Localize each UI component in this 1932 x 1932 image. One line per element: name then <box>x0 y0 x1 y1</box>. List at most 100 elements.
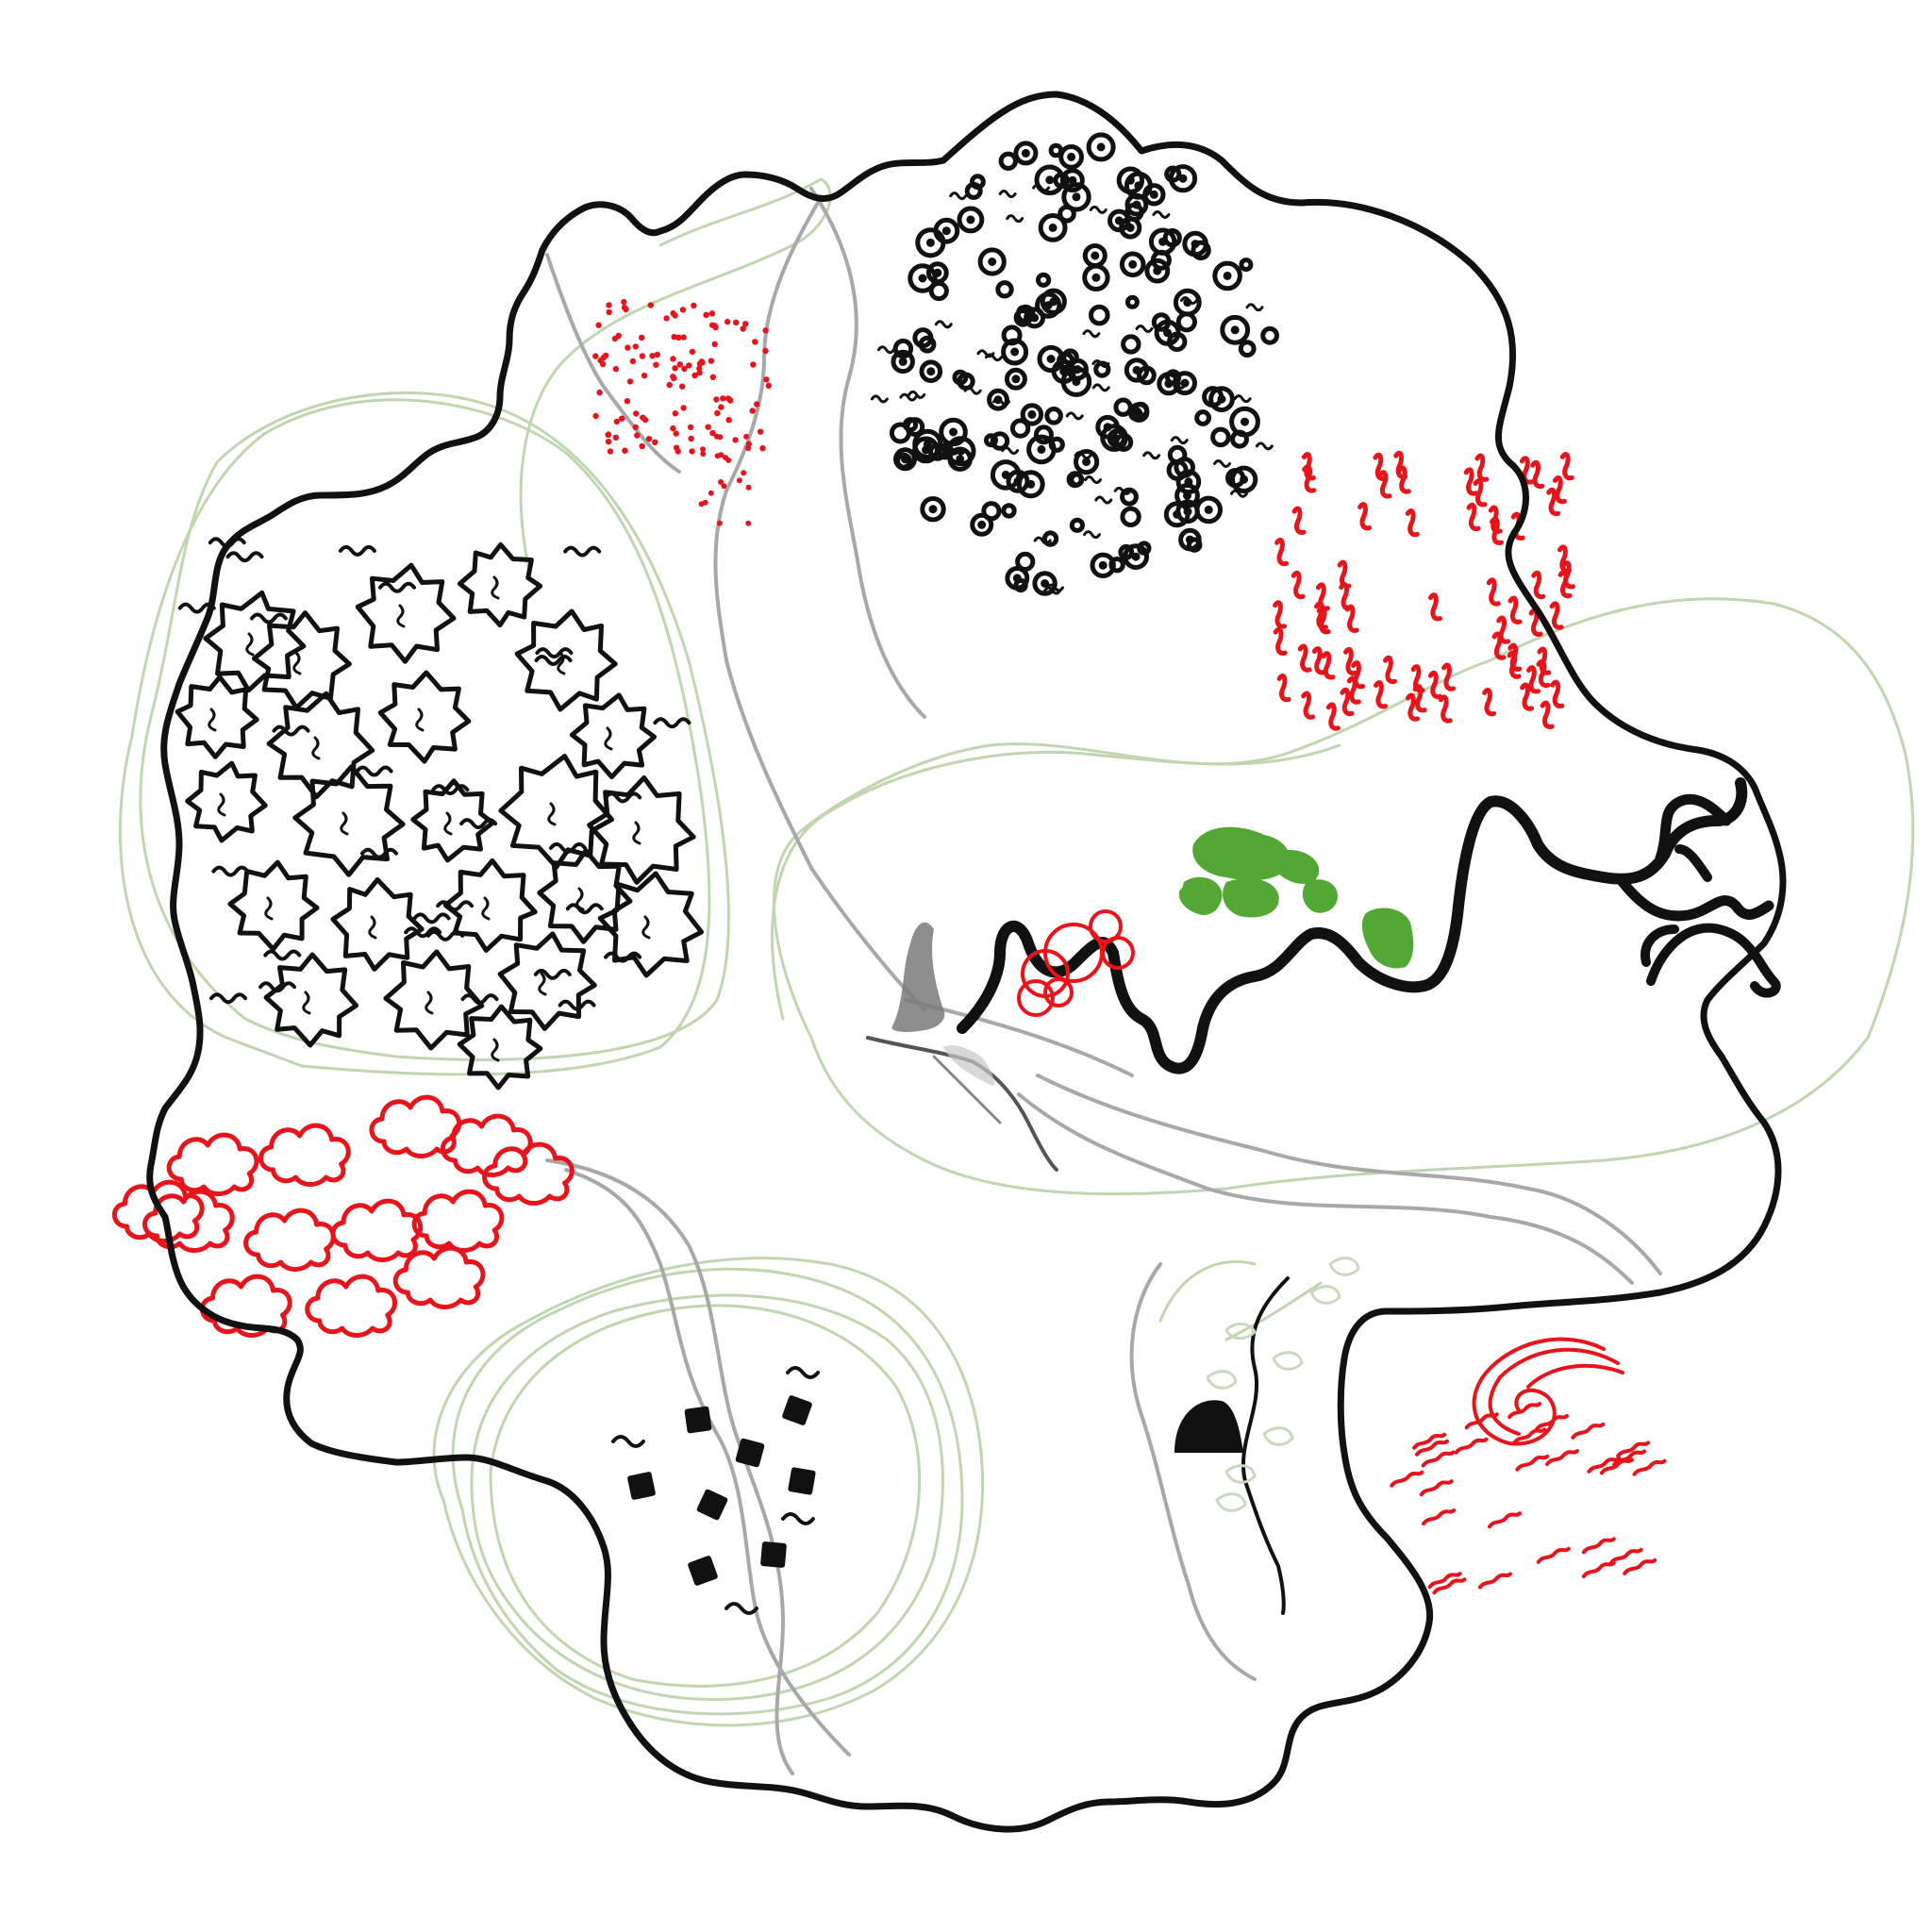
spiky-tree-icon <box>252 610 352 710</box>
ring-tree-icon <box>1074 449 1100 475</box>
dot-icon <box>592 412 599 420</box>
river-north-branch <box>1655 793 1732 864</box>
wavy-grass-icon <box>1526 665 1541 694</box>
squiggle-icon <box>632 821 641 845</box>
dot-icon <box>708 358 715 364</box>
dot-icon <box>639 334 645 341</box>
squiggle-icon <box>604 791 642 804</box>
wavy-grass-icon <box>1373 452 1388 481</box>
squiggle-icon <box>208 708 217 732</box>
spiky-tree-icon <box>292 764 406 877</box>
wavy-grass-icon <box>1273 600 1288 629</box>
dot-icon <box>663 315 670 322</box>
river-main <box>957 777 1748 1074</box>
wavy-grass-icon <box>1474 453 1490 482</box>
ring-tree-center <box>1128 259 1138 269</box>
ring-tree-icon <box>1119 251 1146 278</box>
ring-tree-center <box>1184 477 1193 487</box>
squiggle-icon <box>1001 446 1020 456</box>
wavy-grass-icon <box>1571 1422 1606 1440</box>
squiggle-icon <box>1094 495 1113 505</box>
dot-icon <box>708 490 714 496</box>
wavy-grass-icon <box>1274 537 1290 567</box>
round-tree-forest <box>870 132 1279 596</box>
wavy-grass-icon <box>1374 680 1388 709</box>
wavy-grass-icon <box>1512 1427 1547 1445</box>
dot-icon <box>765 382 772 389</box>
spiky-tree-icon <box>587 774 696 885</box>
ring-tree-icon <box>1034 164 1066 196</box>
ring-tree-center <box>1072 377 1081 387</box>
wavy-grass-icon <box>1623 1557 1657 1575</box>
squiggle-icon <box>481 896 491 921</box>
cloud-tree-icon <box>199 1274 292 1338</box>
squiggle-icon <box>1255 441 1274 451</box>
wavy-grass-icon <box>1291 570 1306 600</box>
ring-tree-icon <box>908 263 938 293</box>
ring-tree-icon <box>1157 372 1181 396</box>
wavy-grass-icon <box>1507 1402 1542 1420</box>
ring-tree-center <box>1163 328 1173 338</box>
wavy-grass-icon <box>1616 1441 1651 1458</box>
dot-icon <box>675 334 682 341</box>
ring-tree-icon <box>1015 304 1036 325</box>
spiky-tree-icon <box>514 608 618 712</box>
wavy-grass-icon <box>1531 570 1546 600</box>
spiky-tree-icon <box>175 675 259 759</box>
wavy-grass-icon <box>1545 1449 1579 1467</box>
wavy-grass-icon <box>1432 1577 1467 1595</box>
dot-icon <box>705 424 711 430</box>
ring-tree-icon <box>990 459 1022 491</box>
dot-icon <box>720 395 726 402</box>
wavy-grass-icon <box>1393 450 1408 480</box>
red-dots-field <box>592 298 772 526</box>
dot-icon <box>670 425 676 432</box>
squiggle-icon <box>724 1602 758 1615</box>
ring-tree-center <box>1241 417 1249 426</box>
ring-tree-icon <box>1053 172 1070 189</box>
dot-icon <box>724 318 731 325</box>
ring-tree-icon <box>1229 465 1258 493</box>
ring-tree-icon <box>1238 340 1257 358</box>
ring-tree-icon <box>1036 272 1052 288</box>
squiggle-icon <box>211 865 250 877</box>
spiky-tree-icon <box>457 541 543 628</box>
ring-tree-icon <box>1001 338 1029 366</box>
wavy-grass-icon <box>1301 691 1316 720</box>
wavy-grass-icon <box>1357 502 1373 531</box>
wavy-grass-icon <box>1405 508 1420 538</box>
mountain-ridge <box>866 1036 1058 1172</box>
green-fields <box>1178 826 1414 969</box>
wavy-grass-icon <box>1463 467 1478 496</box>
dot-icon <box>749 408 756 414</box>
wavy-grass-icon <box>1383 655 1397 685</box>
squiggle-icon <box>1006 214 1024 224</box>
ring-tree-center <box>1204 505 1213 514</box>
ring-tree-center <box>928 505 938 514</box>
ring-tree-center <box>1125 175 1135 185</box>
squiggle-icon <box>1213 458 1232 468</box>
wavy-grass-icon <box>1599 1457 1634 1475</box>
dot-icon <box>700 451 707 458</box>
ring-tree-center <box>1178 174 1188 183</box>
ring-tree-icon <box>1009 418 1031 439</box>
ring-tree-center <box>1082 458 1091 467</box>
dot-icon <box>633 410 640 417</box>
mountain-peak <box>891 922 945 1033</box>
dot-icon <box>716 520 723 526</box>
dot-icon <box>680 334 687 341</box>
square-house-icon <box>735 1438 765 1468</box>
squiggle-icon <box>338 544 376 557</box>
squiggle-icon <box>611 1435 645 1448</box>
river-branch-4 <box>1674 844 1712 882</box>
ring-tree-icon <box>1016 470 1045 499</box>
squiggle-icon <box>245 632 255 657</box>
dot-icon <box>736 477 742 484</box>
dot-icon <box>691 372 698 379</box>
ring-tree-icon <box>990 431 1010 451</box>
ring-tree-center <box>1132 365 1141 375</box>
wavy-grass-icon <box>1482 687 1497 717</box>
road-east <box>1017 1092 1634 1285</box>
mountain-shade <box>943 1045 995 1086</box>
